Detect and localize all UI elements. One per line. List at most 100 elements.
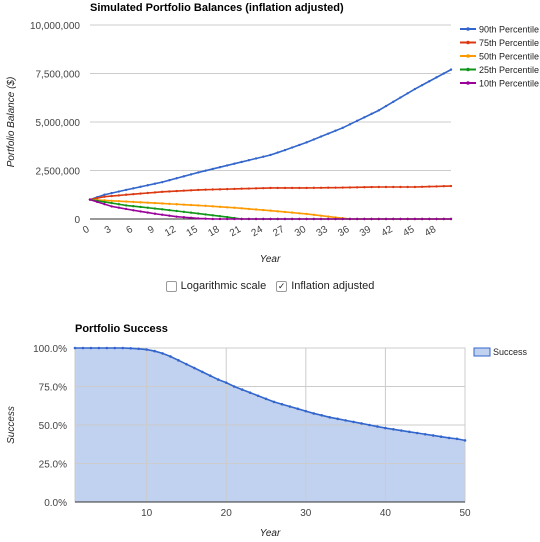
data-point — [298, 143, 301, 147]
data-point — [96, 200, 99, 204]
legend-label: 90th Percentile — [479, 25, 539, 35]
data-point — [117, 206, 121, 209]
data-point — [146, 211, 149, 214]
data-point — [110, 194, 113, 198]
data-point — [197, 217, 200, 220]
inflation-adjusted-box[interactable]: ✓ — [276, 280, 288, 292]
data-point — [161, 352, 164, 355]
data-point — [161, 190, 164, 194]
data-point — [341, 217, 344, 221]
data-point — [97, 346, 101, 350]
data-point — [132, 209, 135, 212]
series-line — [89, 68, 452, 201]
inflation-adjusted-checkbox[interactable]: ✓ Inflation adjusted — [276, 280, 374, 292]
legend-label: 75th Percentile — [479, 38, 539, 48]
data-point — [363, 217, 366, 221]
data-point — [216, 378, 220, 381]
data-point — [225, 206, 229, 209]
data-point — [146, 184, 149, 187]
data-point — [283, 148, 287, 152]
data-point — [290, 211, 294, 214]
data-point — [262, 186, 265, 190]
data-point — [334, 129, 337, 132]
data-point — [110, 205, 113, 208]
data-point — [305, 141, 308, 144]
data-point — [146, 201, 149, 204]
data-point — [254, 157, 258, 160]
data-point — [139, 192, 142, 195]
log-scale-checkbox[interactable]: Logarithmic scale — [165, 280, 266, 292]
data-point — [169, 355, 172, 358]
data-point — [413, 87, 417, 91]
data-point — [110, 191, 113, 195]
data-point — [377, 109, 380, 112]
data-point — [280, 402, 284, 406]
data-point — [89, 346, 93, 350]
data-point — [442, 185, 445, 188]
data-point — [439, 435, 443, 439]
chart-options: Logarithmic scale ✓ Inflation adjusted — [0, 276, 540, 296]
data-point — [193, 366, 196, 370]
y-tick-label: 5,000,000 — [36, 118, 81, 129]
data-point — [211, 167, 214, 171]
data-point — [81, 346, 85, 350]
log-scale-box[interactable] — [165, 280, 177, 292]
data-point — [189, 211, 193, 214]
y-tick-label: 100.0% — [33, 344, 67, 355]
data-point — [197, 188, 200, 192]
data-point — [327, 186, 330, 189]
data-point — [197, 204, 200, 207]
data-point — [232, 385, 236, 388]
data-point — [423, 432, 427, 436]
data-point — [442, 217, 445, 221]
data-point — [435, 76, 438, 79]
data-point — [145, 348, 148, 351]
data-point — [392, 100, 395, 104]
data-point — [256, 394, 260, 398]
data-point — [406, 92, 409, 95]
data-point — [124, 188, 128, 192]
data-point — [319, 135, 323, 138]
y-axis-label: Portfolio Balance ($) — [6, 77, 17, 168]
data-point — [392, 185, 395, 189]
data-point — [153, 212, 157, 215]
data-point — [254, 187, 258, 190]
x-tick-label: 33 — [315, 224, 331, 239]
data-point — [189, 203, 193, 207]
data-point — [276, 210, 279, 213]
data-point — [146, 206, 149, 209]
axis-ticks: 0.0% 25.0% 50.0% 75.0% 100.0% 10 20 30 40 50 — [33, 344, 471, 519]
data-point — [175, 215, 178, 218]
data-point — [153, 349, 156, 353]
data-point — [262, 155, 265, 158]
data-point — [124, 200, 128, 203]
data-point — [344, 419, 347, 422]
y-tick-label: 75.0% — [39, 383, 67, 394]
data-point — [182, 216, 186, 219]
data-point — [225, 217, 229, 221]
x-tick-label: 30 — [300, 508, 312, 519]
x-tick-label: 3 — [103, 224, 114, 237]
data-point — [442, 72, 445, 75]
data-point — [247, 217, 251, 221]
data-point — [305, 212, 308, 216]
data-point — [117, 203, 121, 206]
data-point — [363, 186, 366, 189]
x-tick-label: 45 — [401, 224, 417, 239]
data-point — [132, 204, 135, 208]
plot-lines — [88, 68, 453, 221]
data-point — [233, 162, 236, 165]
x-tick-label: 36 — [336, 224, 352, 239]
data-point — [218, 214, 222, 218]
x-tick-label: 21 — [228, 224, 244, 239]
legend: Success — [473, 347, 528, 357]
data-point — [348, 186, 352, 189]
y-tick-label: 2,500,000 — [36, 167, 81, 178]
data-point — [447, 436, 451, 440]
data-point — [406, 185, 409, 189]
data-point — [233, 206, 236, 209]
data-point — [290, 217, 294, 221]
data-point — [117, 190, 121, 193]
data-point — [463, 439, 467, 442]
data-point — [428, 217, 431, 221]
